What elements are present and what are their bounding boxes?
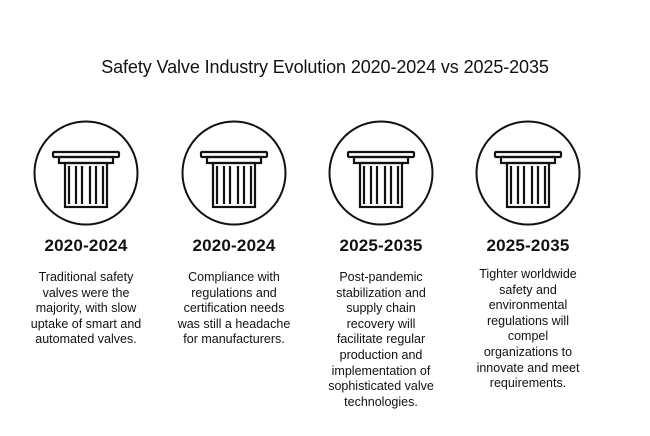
period-label: 2020-2024 bbox=[192, 236, 276, 255]
pillar-icon bbox=[328, 120, 434, 226]
column-1: 2020-2024 Traditional safety valves were… bbox=[16, 120, 156, 348]
diagram-title: Safety Valve Industry Evolution 2020-202… bbox=[101, 57, 549, 77]
period-description: Compliance with regulations and certific… bbox=[177, 270, 291, 347]
period-label: 2025-2035 bbox=[486, 236, 570, 255]
column-2: 2020-2024 Compliance with regulations an… bbox=[164, 120, 304, 348]
column-3: 2025-2035 Post-pandemic stabilization an… bbox=[311, 120, 451, 410]
column-4: 2025-2035 Tighter worldwide safety and e… bbox=[458, 120, 598, 392]
pillar-icon bbox=[181, 120, 287, 226]
period-description: Tighter worldwide safety and environment… bbox=[476, 267, 580, 391]
period-label: 2020-2024 bbox=[44, 236, 128, 255]
period-description: Traditional safety valves were the major… bbox=[30, 270, 142, 347]
pillar-icon bbox=[475, 120, 581, 226]
period-label: 2025-2035 bbox=[339, 236, 423, 255]
pillar-icon bbox=[33, 120, 139, 226]
period-description: Post-pandemic stabilization and supply c… bbox=[328, 270, 434, 409]
